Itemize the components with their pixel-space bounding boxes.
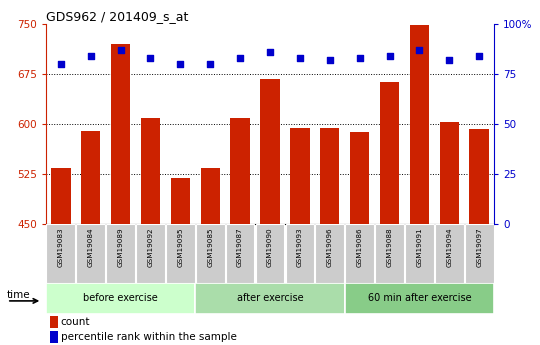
- FancyBboxPatch shape: [345, 283, 494, 314]
- Point: [146, 56, 155, 61]
- Bar: [81, 131, 100, 224]
- Text: GSM19087: GSM19087: [237, 227, 243, 267]
- Bar: [320, 128, 340, 224]
- Text: 60 min after exercise: 60 min after exercise: [368, 294, 471, 303]
- Bar: [410, 26, 429, 224]
- Text: GSM19086: GSM19086: [356, 227, 363, 267]
- Point: [57, 61, 65, 67]
- Text: GSM19089: GSM19089: [118, 227, 124, 267]
- Text: GSM19092: GSM19092: [147, 227, 153, 267]
- Point: [176, 61, 185, 67]
- Bar: [350, 132, 369, 224]
- Text: GSM19091: GSM19091: [416, 227, 422, 267]
- Point: [206, 61, 214, 67]
- Text: GDS962 / 201409_s_at: GDS962 / 201409_s_at: [46, 10, 188, 23]
- Text: before exercise: before exercise: [83, 294, 158, 303]
- FancyBboxPatch shape: [375, 224, 404, 283]
- Text: GSM19096: GSM19096: [327, 227, 333, 267]
- Point: [415, 47, 424, 53]
- Bar: [469, 129, 489, 224]
- Point: [475, 53, 483, 59]
- Text: GSM19093: GSM19093: [297, 227, 303, 267]
- Point: [445, 57, 454, 63]
- FancyBboxPatch shape: [286, 224, 314, 283]
- Bar: [231, 118, 250, 224]
- Point: [385, 53, 394, 59]
- Text: GSM19083: GSM19083: [58, 227, 64, 267]
- FancyBboxPatch shape: [76, 224, 105, 283]
- FancyBboxPatch shape: [315, 224, 344, 283]
- FancyBboxPatch shape: [46, 283, 195, 314]
- FancyBboxPatch shape: [166, 224, 195, 283]
- Bar: [171, 178, 190, 224]
- FancyBboxPatch shape: [195, 283, 345, 314]
- Text: GSM19094: GSM19094: [446, 227, 453, 267]
- Point: [86, 53, 95, 59]
- FancyBboxPatch shape: [196, 224, 225, 283]
- Text: after exercise: after exercise: [237, 294, 303, 303]
- Bar: [141, 118, 160, 224]
- FancyBboxPatch shape: [465, 224, 494, 283]
- FancyBboxPatch shape: [405, 224, 434, 283]
- Bar: [50, 316, 58, 328]
- Text: GSM19097: GSM19097: [476, 227, 482, 267]
- Point: [236, 56, 245, 61]
- Text: GSM19090: GSM19090: [267, 227, 273, 267]
- Text: GSM19095: GSM19095: [177, 227, 184, 267]
- Bar: [290, 128, 309, 224]
- Point: [116, 47, 125, 53]
- Point: [355, 56, 364, 61]
- Text: GSM19084: GSM19084: [87, 227, 94, 267]
- Text: GSM19085: GSM19085: [207, 227, 213, 267]
- Point: [326, 57, 334, 63]
- Text: GSM19088: GSM19088: [387, 227, 393, 267]
- Bar: [260, 79, 280, 224]
- Point: [266, 49, 274, 55]
- Bar: [200, 168, 220, 224]
- Bar: [440, 122, 459, 224]
- FancyBboxPatch shape: [255, 224, 285, 283]
- FancyBboxPatch shape: [106, 224, 135, 283]
- Bar: [51, 168, 71, 224]
- Bar: [111, 44, 130, 224]
- Text: time: time: [7, 290, 30, 300]
- FancyBboxPatch shape: [226, 224, 254, 283]
- Bar: [380, 82, 399, 224]
- Text: percentile rank within the sample: percentile rank within the sample: [60, 332, 237, 342]
- FancyBboxPatch shape: [46, 224, 75, 283]
- FancyBboxPatch shape: [136, 224, 165, 283]
- FancyBboxPatch shape: [345, 224, 374, 283]
- Point: [295, 56, 304, 61]
- FancyBboxPatch shape: [435, 224, 464, 283]
- Text: count: count: [60, 317, 90, 327]
- Bar: [50, 331, 58, 343]
